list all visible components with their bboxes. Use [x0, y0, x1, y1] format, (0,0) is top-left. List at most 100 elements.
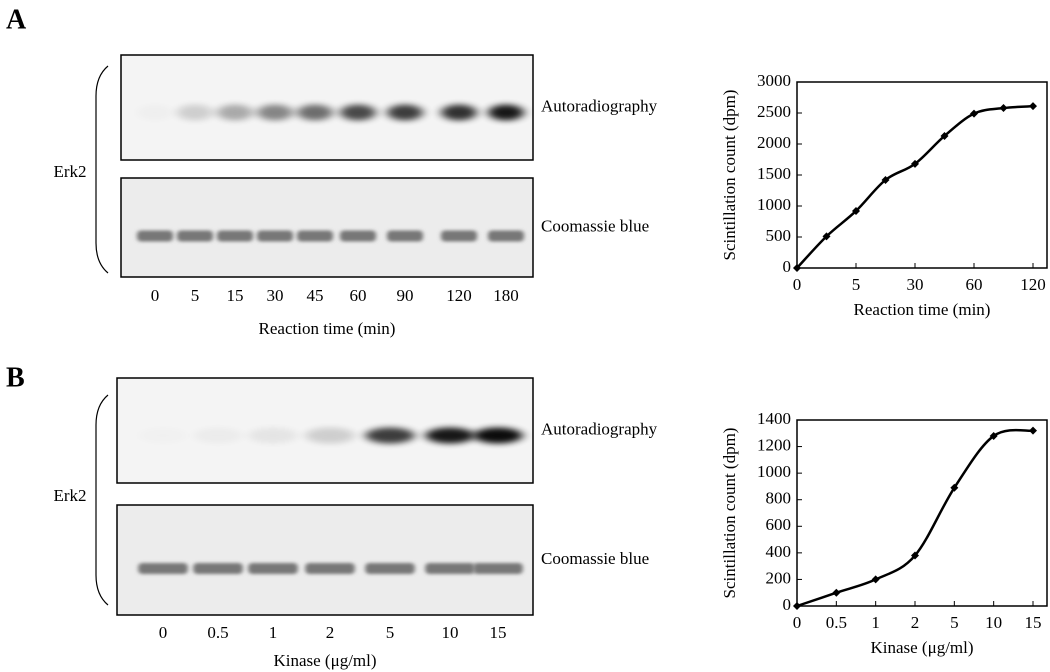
y-tick-label: 2500: [757, 102, 791, 121]
band: [177, 230, 213, 242]
x-tick-label: 1: [871, 613, 880, 632]
lane-label: 90: [397, 286, 414, 305]
data-point: [970, 109, 978, 118]
x-tick-label: 60: [966, 275, 983, 294]
x-tick-label: 15: [1025, 613, 1042, 632]
gel-label: Coomassie blue: [541, 216, 649, 235]
data-line: [796, 428, 1034, 608]
data-point: [911, 159, 919, 168]
data-point: [1029, 102, 1037, 111]
band: [193, 563, 243, 574]
bracket: [95, 394, 109, 606]
y-tick-label: 200: [766, 568, 792, 587]
lane-label: 0: [151, 286, 160, 305]
lane-label: 30: [267, 286, 284, 305]
y-tick-label: 600: [766, 515, 792, 534]
x-tick-label: 0: [793, 275, 802, 294]
band: [217, 230, 253, 242]
lane-label: 0: [159, 623, 168, 642]
band: [257, 104, 293, 121]
lane-label: 1: [269, 623, 278, 642]
data-line: [796, 104, 1034, 269]
band: [248, 563, 298, 574]
x-axis-label: Kinase (μg/ml): [273, 651, 376, 670]
y-axis-label: Scintillation count (dpm): [720, 428, 739, 599]
gel-label: Coomassie blue: [541, 549, 649, 568]
band: [217, 104, 253, 121]
band: [340, 230, 376, 242]
band: [137, 105, 173, 121]
band: [365, 563, 415, 574]
x-tick-label: 5: [852, 275, 861, 294]
band: [248, 427, 298, 444]
data-point: [881, 175, 890, 184]
y-tick-label: 1200: [757, 435, 791, 454]
data-point: [999, 104, 1008, 113]
data-point: [989, 431, 998, 440]
data-point: [940, 131, 949, 140]
panel-letter: A: [6, 4, 27, 35]
y-tick-label: 500: [766, 226, 792, 245]
x-tick-label: 30: [907, 275, 924, 294]
lane-label: 180: [493, 286, 519, 305]
band: [441, 230, 477, 242]
lane-label: 15: [227, 286, 244, 305]
lane-label: 2: [326, 623, 335, 642]
band: [387, 104, 423, 121]
data-point: [1029, 426, 1037, 435]
gel-coomassie: [120, 177, 534, 278]
lane-label: 5: [386, 623, 395, 642]
panel-letter: B: [6, 362, 25, 393]
band: [488, 104, 524, 121]
y-tick-label: 800: [766, 489, 792, 508]
lane-label: 120: [446, 286, 472, 305]
bracket: [95, 65, 109, 274]
y-axis-label: Scintillation count (dpm): [720, 90, 739, 261]
band: [177, 104, 213, 121]
band: [305, 427, 355, 444]
data-point: [822, 232, 831, 241]
band: [305, 563, 355, 574]
y-tick-label: 400: [766, 542, 792, 561]
lane-label: 60: [350, 286, 367, 305]
x-tick-label: 5: [950, 613, 959, 632]
data-point: [832, 588, 841, 597]
x-axis-label: Reaction time (min): [259, 319, 396, 338]
lane-label: 5: [191, 286, 200, 305]
lane-label: 10: [442, 623, 459, 642]
band: [297, 230, 333, 242]
x-tick-label: 0.5: [826, 613, 847, 632]
x-axis-label: Kinase (μg/ml): [870, 638, 973, 657]
band: [387, 230, 423, 242]
x-tick-label: 2: [911, 613, 920, 632]
band: [297, 104, 333, 121]
lane-label: 0.5: [207, 623, 228, 642]
data-point: [871, 575, 880, 584]
band: [473, 427, 523, 444]
band: [425, 563, 475, 574]
band: [425, 427, 475, 444]
gel-coomassie: [116, 504, 534, 616]
plot-frame: [796, 419, 1048, 607]
plot-frame: [796, 81, 1048, 269]
band: [193, 428, 243, 444]
band: [365, 427, 415, 444]
x-tick-label: 0: [793, 613, 802, 632]
y-tick-label: 1400: [757, 409, 791, 428]
y-tick-label: 1500: [757, 164, 791, 183]
lane-label: 45: [307, 286, 324, 305]
data-point: [950, 483, 959, 492]
x-tick-label: 10: [985, 613, 1002, 632]
band: [138, 428, 188, 444]
gel-label: Autoradiography: [541, 419, 658, 438]
gel-label: Autoradiography: [541, 96, 658, 115]
data-point: [911, 551, 919, 560]
x-axis-label: Reaction time (min): [854, 300, 991, 319]
band: [488, 230, 524, 242]
band: [441, 104, 477, 121]
y-tick-label: 3000: [757, 71, 791, 90]
x-tick-label: 120: [1020, 275, 1046, 294]
data-point: [852, 206, 860, 215]
lane-label: 15: [490, 623, 507, 642]
